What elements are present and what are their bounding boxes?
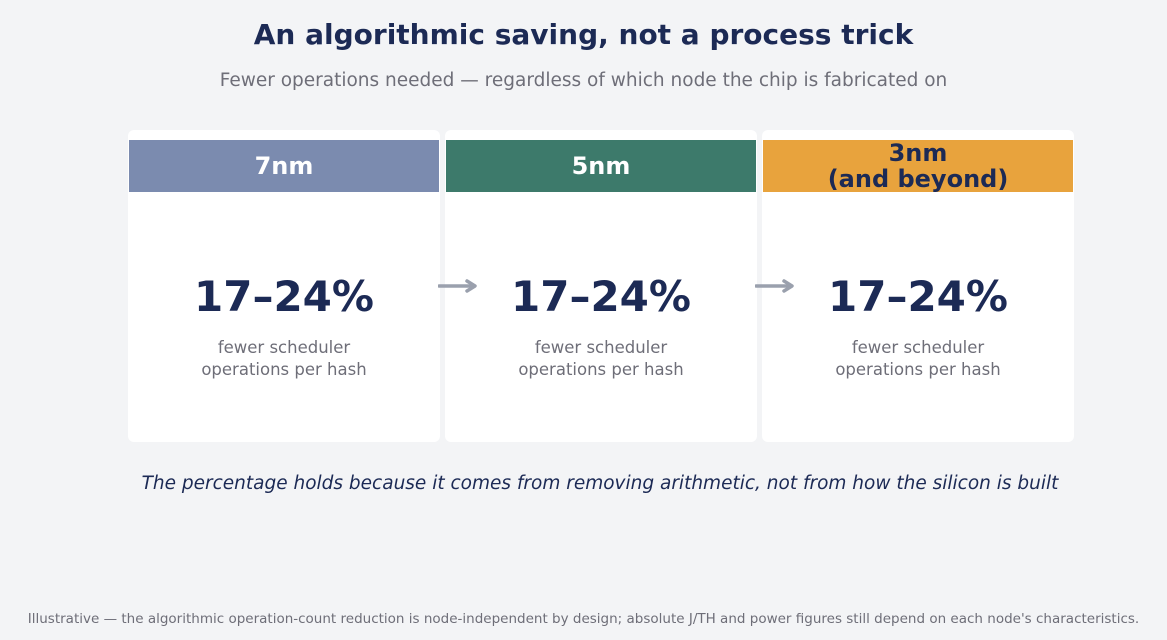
node-label: 3nm (and beyond) <box>763 140 1073 192</box>
node-label: 7nm <box>129 140 439 192</box>
caption: Illustrative — the algorithmic operation… <box>27 611 1140 627</box>
reduction-description: fewer scheduler operations per hash <box>518 338 684 379</box>
reduction-value: 17–24% <box>194 272 374 321</box>
page-title: An algorithmic saving, not a process tri… <box>253 18 914 51</box>
page-subtitle: Fewer operations needed — regardless of … <box>219 70 948 91</box>
reduction-value: 17–24% <box>828 272 1008 321</box>
arrow-right-icon <box>438 279 477 293</box>
arrow-right-icon <box>755 279 794 293</box>
node-card-5nm: 5nm <box>445 130 757 442</box>
key-takeaway: The percentage holds because it comes fr… <box>141 473 1059 494</box>
node-label: 5nm <box>446 140 756 192</box>
node-card-3nm: 3nm (and beyond) <box>762 130 1074 442</box>
node-card-7nm: 7nm <box>128 130 440 442</box>
reduction-description: fewer scheduler operations per hash <box>201 338 367 379</box>
reduction-value: 17–24% <box>511 272 691 321</box>
reduction-description: fewer scheduler operations per hash <box>835 338 1001 379</box>
